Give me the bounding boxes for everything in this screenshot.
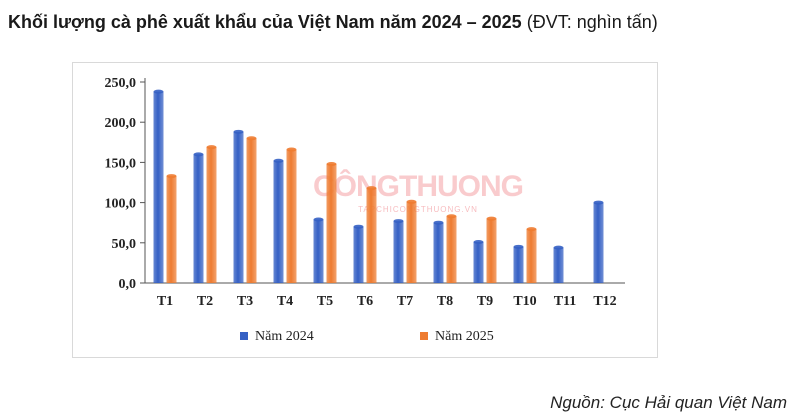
bar-2025-t3 — [246, 138, 257, 283]
y-tick-label: 0,0 — [119, 277, 137, 292]
bar-2025-t7 — [406, 201, 417, 283]
bar-2024-t10 — [513, 246, 524, 283]
bar-2025-t4 — [286, 149, 297, 283]
y-tick-label: 200,0 — [105, 116, 137, 131]
y-tick-label: 100,0 — [105, 197, 137, 212]
x-tick-label: T8 — [437, 294, 453, 309]
bar-cap-2024-t8 — [433, 220, 444, 225]
bar-cap-2025-t8 — [446, 214, 457, 219]
chart-unit: (ĐVT: nghìn tấn) — [526, 12, 658, 32]
bar-cap-2025-t5 — [326, 162, 337, 167]
bar-cap-2024-t6 — [353, 224, 364, 229]
bar-cap-2025-t7 — [406, 199, 417, 204]
bar-cap-2024-t11 — [553, 245, 564, 250]
bar-cap-2024-t2 — [193, 152, 204, 157]
bar-2024-t8 — [433, 222, 444, 283]
bar-2024-t5 — [313, 219, 324, 283]
bar-2024-t6 — [353, 226, 364, 283]
y-tick-label: 50,0 — [112, 237, 137, 252]
x-tick-label: T7 — [397, 294, 413, 309]
bar-cap-2024-t5 — [313, 217, 324, 222]
legend-label-1: Năm 2025 — [435, 329, 494, 344]
bar-2025-t8 — [446, 216, 457, 283]
bar-cap-2025-t2 — [206, 145, 217, 150]
bar-cap-2024-t9 — [473, 239, 484, 244]
x-tick-label: T11 — [554, 294, 577, 309]
bar-2024-t9 — [473, 241, 484, 283]
legend-swatch-1 — [420, 332, 428, 340]
bar-2024-t3 — [233, 131, 244, 283]
chart-title: Khối lượng cà phê xuất khẩu của Việt Nam… — [8, 12, 658, 33]
bar-cap-2025-t6 — [366, 186, 377, 191]
bar-cap-2025-t9 — [486, 216, 497, 221]
x-tick-label: T2 — [197, 294, 213, 309]
x-tick-label: T1 — [157, 294, 173, 309]
bar-cap-2025-t4 — [286, 147, 297, 152]
bar-cap-2024-t7 — [393, 219, 404, 224]
x-tick-label: T5 — [317, 294, 333, 309]
bar-cap-2024-t1 — [153, 89, 164, 94]
x-tick-label: T12 — [593, 294, 616, 309]
bar-cap-2025-t1 — [166, 174, 177, 179]
bar-2025-t2 — [206, 147, 217, 283]
x-tick-label: T9 — [477, 294, 493, 309]
bar-2024-t4 — [273, 160, 284, 283]
bar-cap-2024-t12 — [593, 200, 604, 205]
y-tick-label: 250,0 — [105, 76, 137, 91]
bar-cap-2024-t4 — [273, 158, 284, 163]
bar-2025-t1 — [166, 176, 177, 283]
bar-cap-2024-t10 — [513, 244, 524, 249]
legend-label-0: Năm 2024 — [255, 329, 314, 344]
bar-2025-t9 — [486, 218, 497, 283]
bar-cap-2025-t10 — [526, 227, 537, 232]
x-tick-label: T10 — [513, 294, 536, 309]
bar-2024-t7 — [393, 221, 404, 283]
bar-2024-t1 — [153, 91, 164, 283]
x-tick-label: T3 — [237, 294, 253, 309]
x-tick-label: T6 — [357, 294, 373, 309]
chart-title-text: Khối lượng cà phê xuất khẩu của Việt Nam… — [8, 12, 522, 32]
bar-cap-2025-t3 — [246, 136, 257, 141]
source-note: Nguồn: Cục Hải quan Việt Nam — [550, 393, 787, 412]
watermark-main: CÔNGTHUONG — [313, 169, 523, 203]
y-tick-label: 150,0 — [105, 156, 137, 171]
bar-cap-2024-t3 — [233, 129, 244, 134]
bar-2025-t5 — [326, 164, 337, 283]
legend-swatch-0 — [240, 332, 248, 340]
watermark-sub: TAPCHICONGTHUONG.VN — [358, 205, 478, 214]
bar-2025-t6 — [366, 188, 377, 283]
bar-2025-t10 — [526, 229, 537, 283]
bar-2024-t2 — [193, 154, 204, 283]
x-tick-label: T4 — [277, 294, 293, 309]
bar-2024-t11 — [553, 247, 564, 283]
bar-2024-t12 — [593, 202, 604, 283]
